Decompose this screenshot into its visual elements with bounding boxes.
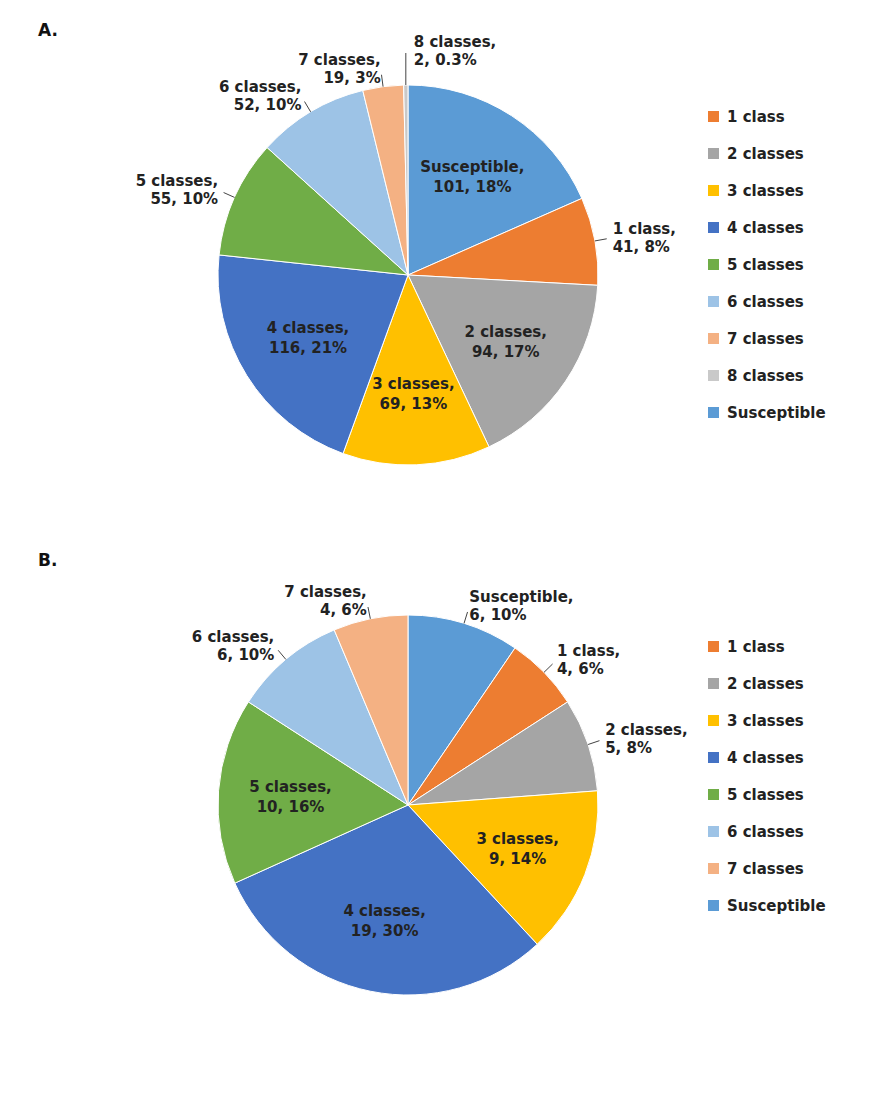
svg-text:19, 30%: 19, 30% <box>351 922 419 940</box>
html-text:4 classes: 4 classes <box>727 748 804 767</box>
html-text:6 classes: 6 classes <box>727 292 804 311</box>
svg-text:69, 13%: 69, 13% <box>380 395 448 413</box>
svg-text:3 classes,: 3 classes, <box>476 830 558 848</box>
svg-text:4 classes,: 4 classes, <box>343 902 425 920</box>
svg-text:4, 6%: 4, 6% <box>320 601 367 619</box>
html-text:A.: A. <box>38 20 58 40</box>
html-text:1 class: 1 class <box>727 637 785 656</box>
svg-text:94, 17%: 94, 17% <box>472 343 540 361</box>
svg-text:2 classes,: 2 classes, <box>605 721 687 739</box>
svg-text:7 classes,: 7 classes, <box>298 51 380 69</box>
svg-text:101, 18%: 101, 18% <box>433 178 511 196</box>
svg-text:8 classes,: 8 classes, <box>414 33 496 51</box>
svg-text:6, 10%: 6, 10% <box>217 646 274 664</box>
html-text:B.: B. <box>38 550 58 570</box>
html-text:Susceptible: Susceptible <box>727 896 826 915</box>
html-text:7 classes: 7 classes <box>727 859 804 878</box>
html-text:5 classes: 5 classes <box>727 785 804 804</box>
svg-text:116, 21%: 116, 21% <box>269 339 347 357</box>
svg-text:2 classes,: 2 classes, <box>464 323 546 341</box>
svg-text:5 classes,: 5 classes, <box>249 778 331 796</box>
svg-text:6, 10%: 6, 10% <box>469 606 526 624</box>
svg-text:9, 14%: 9, 14% <box>489 850 546 868</box>
html-text:7 classes: 7 classes <box>727 329 804 348</box>
html-text:8 classes: 8 classes <box>727 366 804 385</box>
svg-text:2, 0.3%: 2, 0.3% <box>414 51 477 69</box>
html-text:4 classes: 4 classes <box>727 218 804 237</box>
svg-text:5 classes,: 5 classes, <box>136 172 218 190</box>
svg-text:19, 3%: 19, 3% <box>323 69 380 87</box>
html-text:6 classes: 6 classes <box>727 822 804 841</box>
svg-text:7 classes,: 7 classes, <box>284 583 366 601</box>
svg-text:1 class,: 1 class, <box>613 220 676 238</box>
svg-text:1 class,: 1 class, <box>557 642 620 660</box>
svg-text:52, 10%: 52, 10% <box>234 96 302 114</box>
html-text:2 classes: 2 classes <box>727 674 804 693</box>
svg-text:3 classes,: 3 classes, <box>372 375 454 393</box>
svg-text:55, 10%: 55, 10% <box>150 190 218 208</box>
svg-text:6 classes,: 6 classes, <box>192 628 274 646</box>
svg-text:10, 16%: 10, 16% <box>257 798 325 816</box>
html-text:Susceptible: Susceptible <box>727 403 826 422</box>
svg-text:Susceptible,: Susceptible, <box>420 158 524 176</box>
svg-text:4, 6%: 4, 6% <box>557 660 604 678</box>
svg-text:5, 8%: 5, 8% <box>605 739 652 757</box>
svg-text:41, 8%: 41, 8% <box>613 238 670 256</box>
svg-text:6 classes,: 6 classes, <box>219 78 301 96</box>
html-text:3 classes: 3 classes <box>727 711 804 730</box>
html-text:3 classes: 3 classes <box>727 181 804 200</box>
svg-text:4 classes,: 4 classes, <box>267 319 349 337</box>
html-text:2 classes: 2 classes <box>727 144 804 163</box>
svg-text:Susceptible,: Susceptible, <box>469 588 573 606</box>
html-text:1 class: 1 class <box>727 107 785 126</box>
html-text:5 classes: 5 classes <box>727 255 804 274</box>
